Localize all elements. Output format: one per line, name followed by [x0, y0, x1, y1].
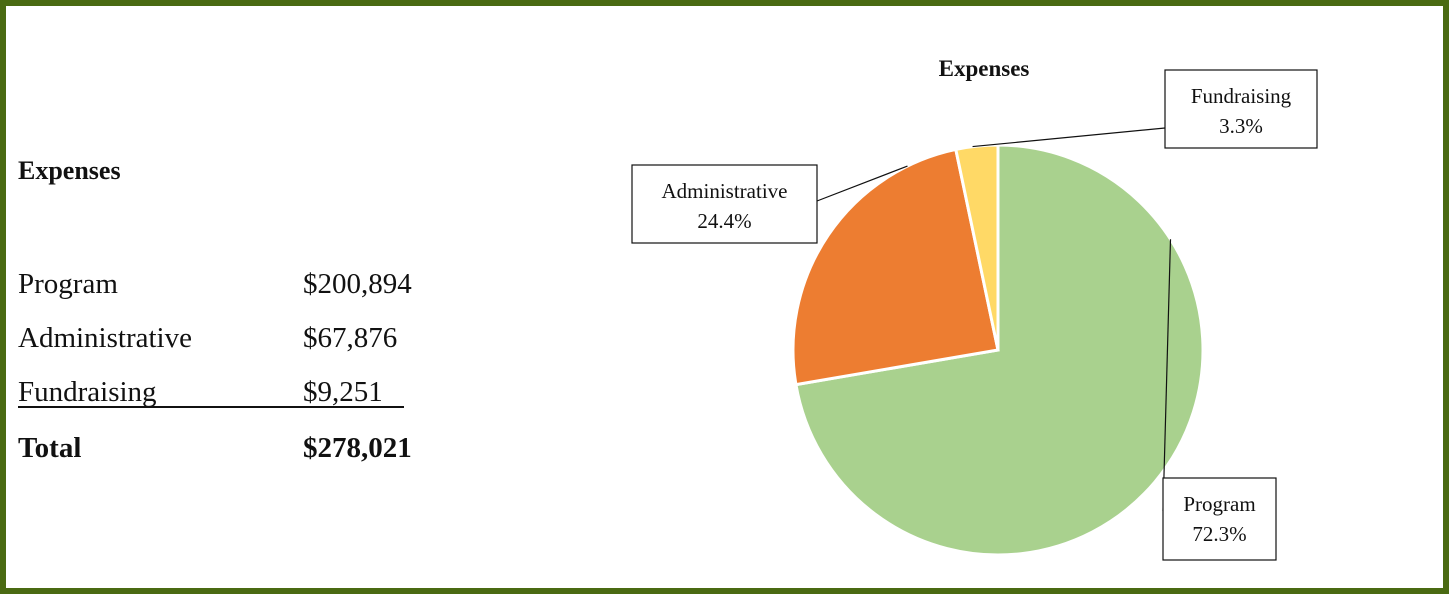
underline	[18, 406, 404, 408]
leader-line	[1162, 239, 1172, 512]
chart-title: Expenses	[939, 56, 1030, 81]
label-box	[1162, 477, 1277, 561]
table-title: Expenses	[18, 156, 121, 185]
row-value: $9,251	[303, 376, 383, 408]
leader-line	[972, 127, 1166, 148]
row-value: $67,876	[303, 322, 398, 354]
total-label: Total	[18, 432, 82, 464]
total-value: $278,021	[303, 432, 412, 464]
label-box	[631, 164, 818, 244]
slice-value-label: 24.4%	[697, 209, 751, 233]
pie-slice	[791, 147, 1000, 387]
leader-line	[816, 165, 908, 202]
slice-label: Administrative	[662, 179, 788, 203]
slice-value-label: 72.3%	[1192, 522, 1246, 546]
row-label: Administrative	[18, 322, 192, 354]
slice-label: Program	[1183, 492, 1255, 516]
row-label: Program	[18, 268, 118, 300]
chart: Expenses Program 72.3% Administrative 24.4%…	[631, 56, 1318, 561]
row-value: $200,894	[303, 268, 412, 300]
slice-label: Fundraising	[1191, 84, 1292, 108]
slice-value-label: 3.3%	[1219, 114, 1263, 138]
label-box	[1164, 69, 1318, 149]
row-label: Fundraising	[18, 376, 157, 408]
